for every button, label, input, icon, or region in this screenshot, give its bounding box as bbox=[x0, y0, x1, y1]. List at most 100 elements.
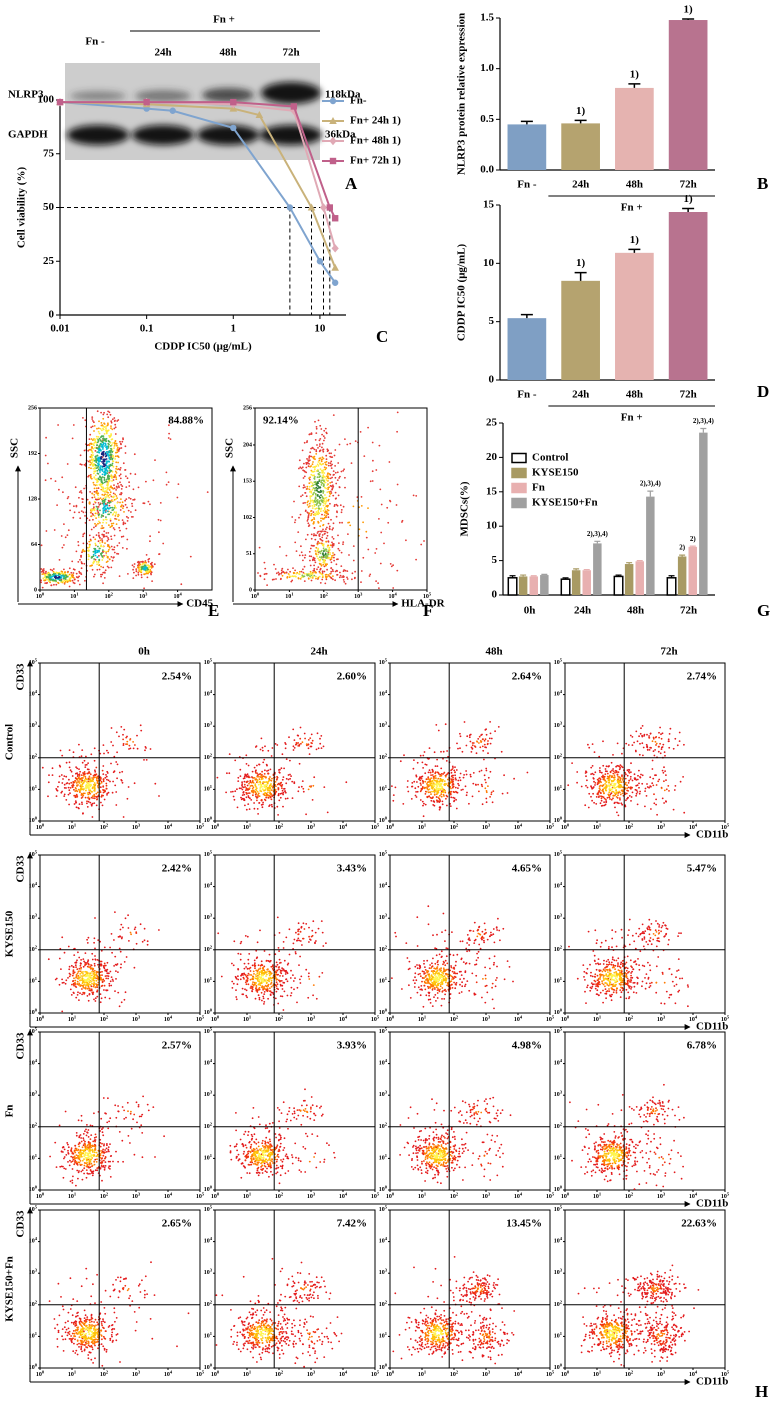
event-dot bbox=[78, 773, 81, 776]
event-dot bbox=[332, 575, 334, 577]
event-dot bbox=[318, 507, 320, 510]
event-dot bbox=[87, 772, 89, 775]
event-dot bbox=[105, 774, 107, 776]
event-dot bbox=[82, 812, 84, 814]
event-dot bbox=[76, 994, 79, 996]
tick-label: 103 bbox=[204, 721, 213, 730]
event-dot bbox=[314, 571, 316, 574]
event-dot bbox=[241, 781, 244, 784]
event-dot bbox=[320, 563, 322, 565]
event-dot bbox=[63, 544, 65, 546]
event-dot bbox=[83, 463, 86, 466]
event-dot bbox=[73, 788, 75, 791]
event-dot bbox=[312, 466, 315, 468]
event-dot bbox=[444, 723, 447, 726]
event-dot bbox=[599, 767, 601, 769]
event-dot bbox=[306, 458, 308, 460]
event-dot bbox=[576, 771, 579, 773]
event-dot bbox=[78, 511, 80, 514]
x-tick-label: 24h bbox=[572, 389, 589, 401]
event-dot bbox=[241, 786, 244, 788]
event-dot bbox=[107, 416, 110, 419]
event-dot bbox=[644, 787, 647, 790]
event-dot bbox=[294, 541, 297, 544]
event-dot bbox=[98, 513, 101, 515]
event-dot bbox=[354, 576, 356, 579]
column-header: 24h bbox=[310, 646, 327, 658]
group-label: Fn + bbox=[621, 202, 643, 214]
event-dot bbox=[69, 988, 72, 991]
event-dot bbox=[121, 547, 124, 549]
event-dot bbox=[630, 762, 632, 765]
event-dot bbox=[322, 575, 324, 577]
bar bbox=[593, 543, 602, 595]
event-dot bbox=[331, 555, 333, 557]
event-dot bbox=[325, 578, 328, 581]
event-dot bbox=[429, 791, 432, 793]
event-dot bbox=[97, 506, 100, 508]
event-dot bbox=[323, 439, 325, 442]
event-dot bbox=[88, 544, 91, 547]
event-dot bbox=[462, 776, 465, 779]
event-dot bbox=[100, 781, 103, 784]
event-dot bbox=[317, 509, 320, 512]
event-dot bbox=[278, 771, 281, 773]
event-dot bbox=[115, 761, 118, 763]
event-dot bbox=[284, 790, 286, 792]
event-dot bbox=[321, 446, 323, 449]
event-dot bbox=[106, 413, 109, 416]
event-dot bbox=[483, 743, 486, 746]
event-dot bbox=[106, 540, 109, 542]
percent-label: 2.64% bbox=[512, 671, 542, 683]
event-dot bbox=[102, 521, 104, 524]
event-dot bbox=[66, 497, 69, 500]
event-dot bbox=[440, 774, 443, 777]
event-dot bbox=[120, 492, 123, 494]
event-dot bbox=[78, 775, 81, 777]
tick-label: 101 bbox=[70, 592, 79, 601]
event-dot bbox=[78, 768, 80, 770]
event-dot bbox=[585, 775, 587, 778]
event-dot bbox=[245, 781, 248, 783]
event-dot bbox=[115, 518, 118, 520]
event-dot bbox=[308, 512, 311, 515]
event-dot bbox=[321, 573, 324, 576]
event-dot bbox=[40, 544, 43, 547]
event-dot bbox=[590, 795, 592, 798]
event-dot bbox=[612, 770, 615, 772]
event-dot bbox=[613, 786, 615, 789]
event-dot bbox=[132, 741, 135, 743]
event-dot bbox=[97, 532, 100, 534]
event-dot bbox=[293, 572, 296, 574]
event-dot bbox=[58, 573, 60, 575]
event-dot bbox=[424, 786, 427, 789]
event-dot bbox=[98, 535, 100, 537]
event-dot bbox=[232, 795, 235, 798]
event-dot bbox=[75, 572, 78, 575]
event-dot bbox=[291, 516, 294, 518]
event-dot bbox=[102, 448, 104, 450]
blot-membrane bbox=[65, 63, 320, 160]
event-dot bbox=[71, 579, 74, 582]
event-dot bbox=[458, 784, 460, 787]
event-dot bbox=[501, 792, 504, 795]
event-dot bbox=[336, 558, 338, 561]
event-dot bbox=[652, 777, 655, 780]
event-dot bbox=[125, 736, 128, 739]
plot-frame bbox=[564, 662, 726, 822]
event-dot bbox=[133, 563, 136, 565]
event-dot bbox=[80, 510, 83, 512]
event-dot bbox=[93, 941, 95, 944]
y-tick-label: 0 bbox=[489, 374, 495, 386]
event-dot bbox=[103, 555, 105, 557]
event-dot bbox=[106, 555, 109, 558]
event-dot bbox=[326, 811, 329, 814]
event-dot bbox=[300, 785, 303, 788]
event-dot bbox=[307, 506, 310, 508]
event-dot bbox=[87, 558, 90, 561]
event-dot bbox=[87, 555, 90, 558]
event-dot bbox=[107, 481, 110, 484]
event-dot bbox=[314, 514, 317, 517]
event-dot bbox=[526, 771, 529, 774]
event-dot bbox=[94, 955, 96, 957]
